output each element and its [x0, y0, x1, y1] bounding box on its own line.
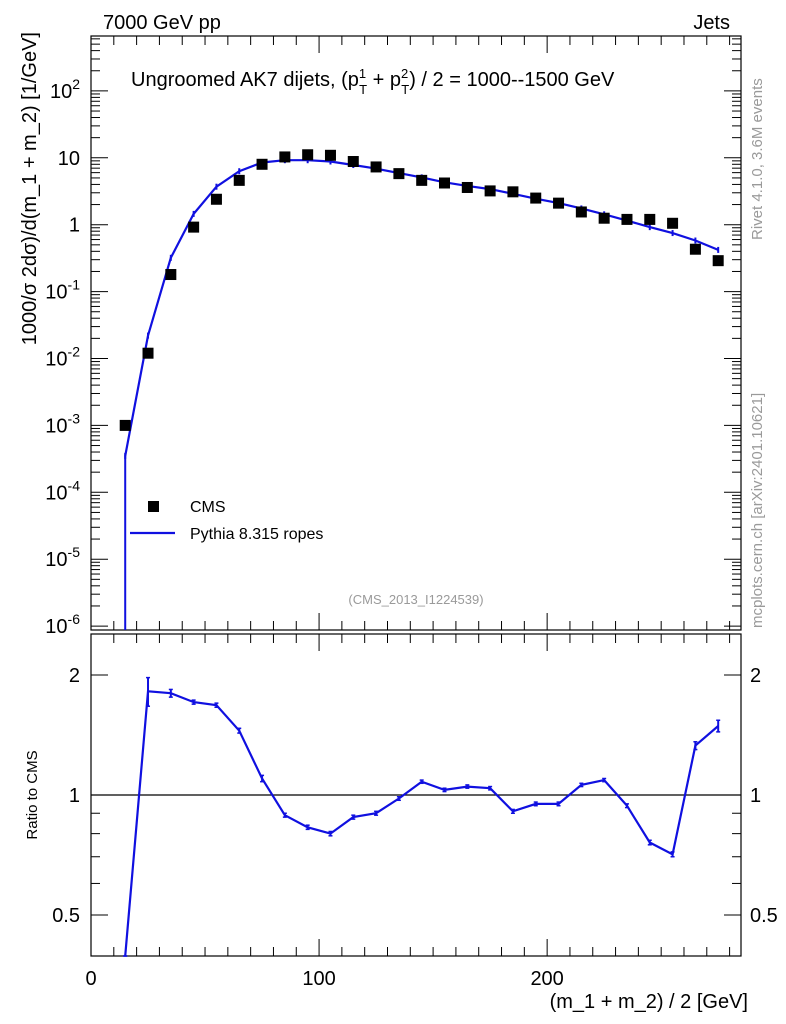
main-y-ticks	[91, 38, 741, 627]
cms-point	[621, 213, 633, 225]
cms-point	[416, 174, 428, 186]
cms-point	[553, 197, 565, 209]
main-y-tick-label: 10-2	[45, 344, 80, 371]
cms-point	[461, 181, 473, 193]
ratio-y-tick-label: 1	[69, 785, 80, 807]
legend-mc-label: Pythia 8.315 ropes	[190, 526, 323, 543]
cms-point	[188, 221, 200, 233]
main-y-tick-label: 1	[69, 215, 80, 237]
ratio-panel: Ratio to CMS 0.5 1 2 0.5 1 2 0 100 200 (…	[24, 633, 778, 1013]
x-tick-label: 100	[302, 968, 335, 990]
main-title: Ungroomed AK7 dijets, (p1 T + p2 T) / 2 = …	[131, 66, 615, 97]
cms-point	[484, 185, 496, 197]
cms-point	[302, 149, 314, 161]
ratio-y-tick-label-right: 2	[750, 665, 761, 687]
main-y-tick-label: 10-1	[45, 277, 80, 304]
cms-point	[233, 174, 245, 186]
cms-point	[575, 206, 587, 218]
cms-point	[165, 269, 177, 281]
ratio-x-ticks	[90, 634, 731, 956]
cms-series	[119, 149, 724, 431]
cms-point	[347, 156, 359, 168]
main-y-axis-label: 1000/σ 2dσ)/d(m_1 + m_2) [1/GeV]	[19, 32, 41, 345]
legend-cms-label: CMS	[190, 499, 226, 516]
cms-point	[689, 243, 701, 255]
cms-point	[644, 213, 656, 225]
cms-point	[210, 193, 222, 205]
ratio-line	[124, 690, 719, 957]
mc-series	[124, 157, 720, 630]
main-y-tick-labels: 10-6 10-5 10-4 10-3 10-2 10-1 1 10 102	[45, 76, 80, 638]
main-panel: 10-6 10-5 10-4 10-3 10-2 10-1 1 10 102 Ungroomed…	[19, 32, 742, 638]
main-y-tick-label: 10-4	[45, 477, 80, 504]
cms-point	[119, 419, 131, 431]
cms-point	[598, 212, 610, 224]
main-frame	[90, 35, 742, 631]
ratio-y-tick-label: 0.5	[52, 905, 80, 927]
cms-point	[393, 168, 405, 180]
main-y-tick-label: 10-5	[45, 544, 80, 571]
ratio-y-axis-label: Ratio to CMS	[24, 750, 41, 839]
mcplots-label: mcplots.cern.ch [arXiv:2401.10621]	[749, 393, 766, 628]
cms-point	[256, 158, 268, 170]
cms-point	[507, 186, 519, 198]
cms-point	[530, 192, 542, 204]
ratio-y-tick-label-right: 1	[750, 785, 761, 807]
x-tick-label: 0	[85, 968, 96, 990]
cms-point	[667, 217, 679, 229]
cms-point	[370, 161, 382, 173]
main-y-tick-label: 10-3	[45, 410, 80, 437]
main-y-tick-label: 10-6	[45, 611, 80, 638]
main-x-ticks	[90, 36, 731, 630]
cms-point	[324, 149, 336, 161]
ratio-y-tick-label-right: 0.5	[750, 905, 778, 927]
cms-point	[712, 255, 724, 267]
header-left: 7000 GeV pp	[103, 12, 221, 34]
cms-point	[142, 347, 154, 359]
ratio-series	[123, 676, 721, 957]
legend: CMS Pythia 8.315 ropes	[130, 499, 323, 543]
main-y-tick-label: 102	[50, 76, 80, 103]
cms-point	[279, 151, 291, 163]
x-axis-label: (m_1 + m_2) / 2 [GeV]	[550, 991, 748, 1013]
cms-point	[439, 177, 451, 189]
legend-cms-marker	[148, 501, 159, 512]
ratio-y-tick-label: 2	[69, 665, 80, 687]
rivet-label: Rivet 4.1.0, 3.6M events	[749, 78, 766, 240]
analysis-watermark: (CMS_2013_I1224539)	[348, 592, 483, 607]
x-tick-label: 200	[530, 968, 563, 990]
header-right: Jets	[693, 12, 730, 34]
main-y-tick-label: 10	[58, 148, 80, 170]
